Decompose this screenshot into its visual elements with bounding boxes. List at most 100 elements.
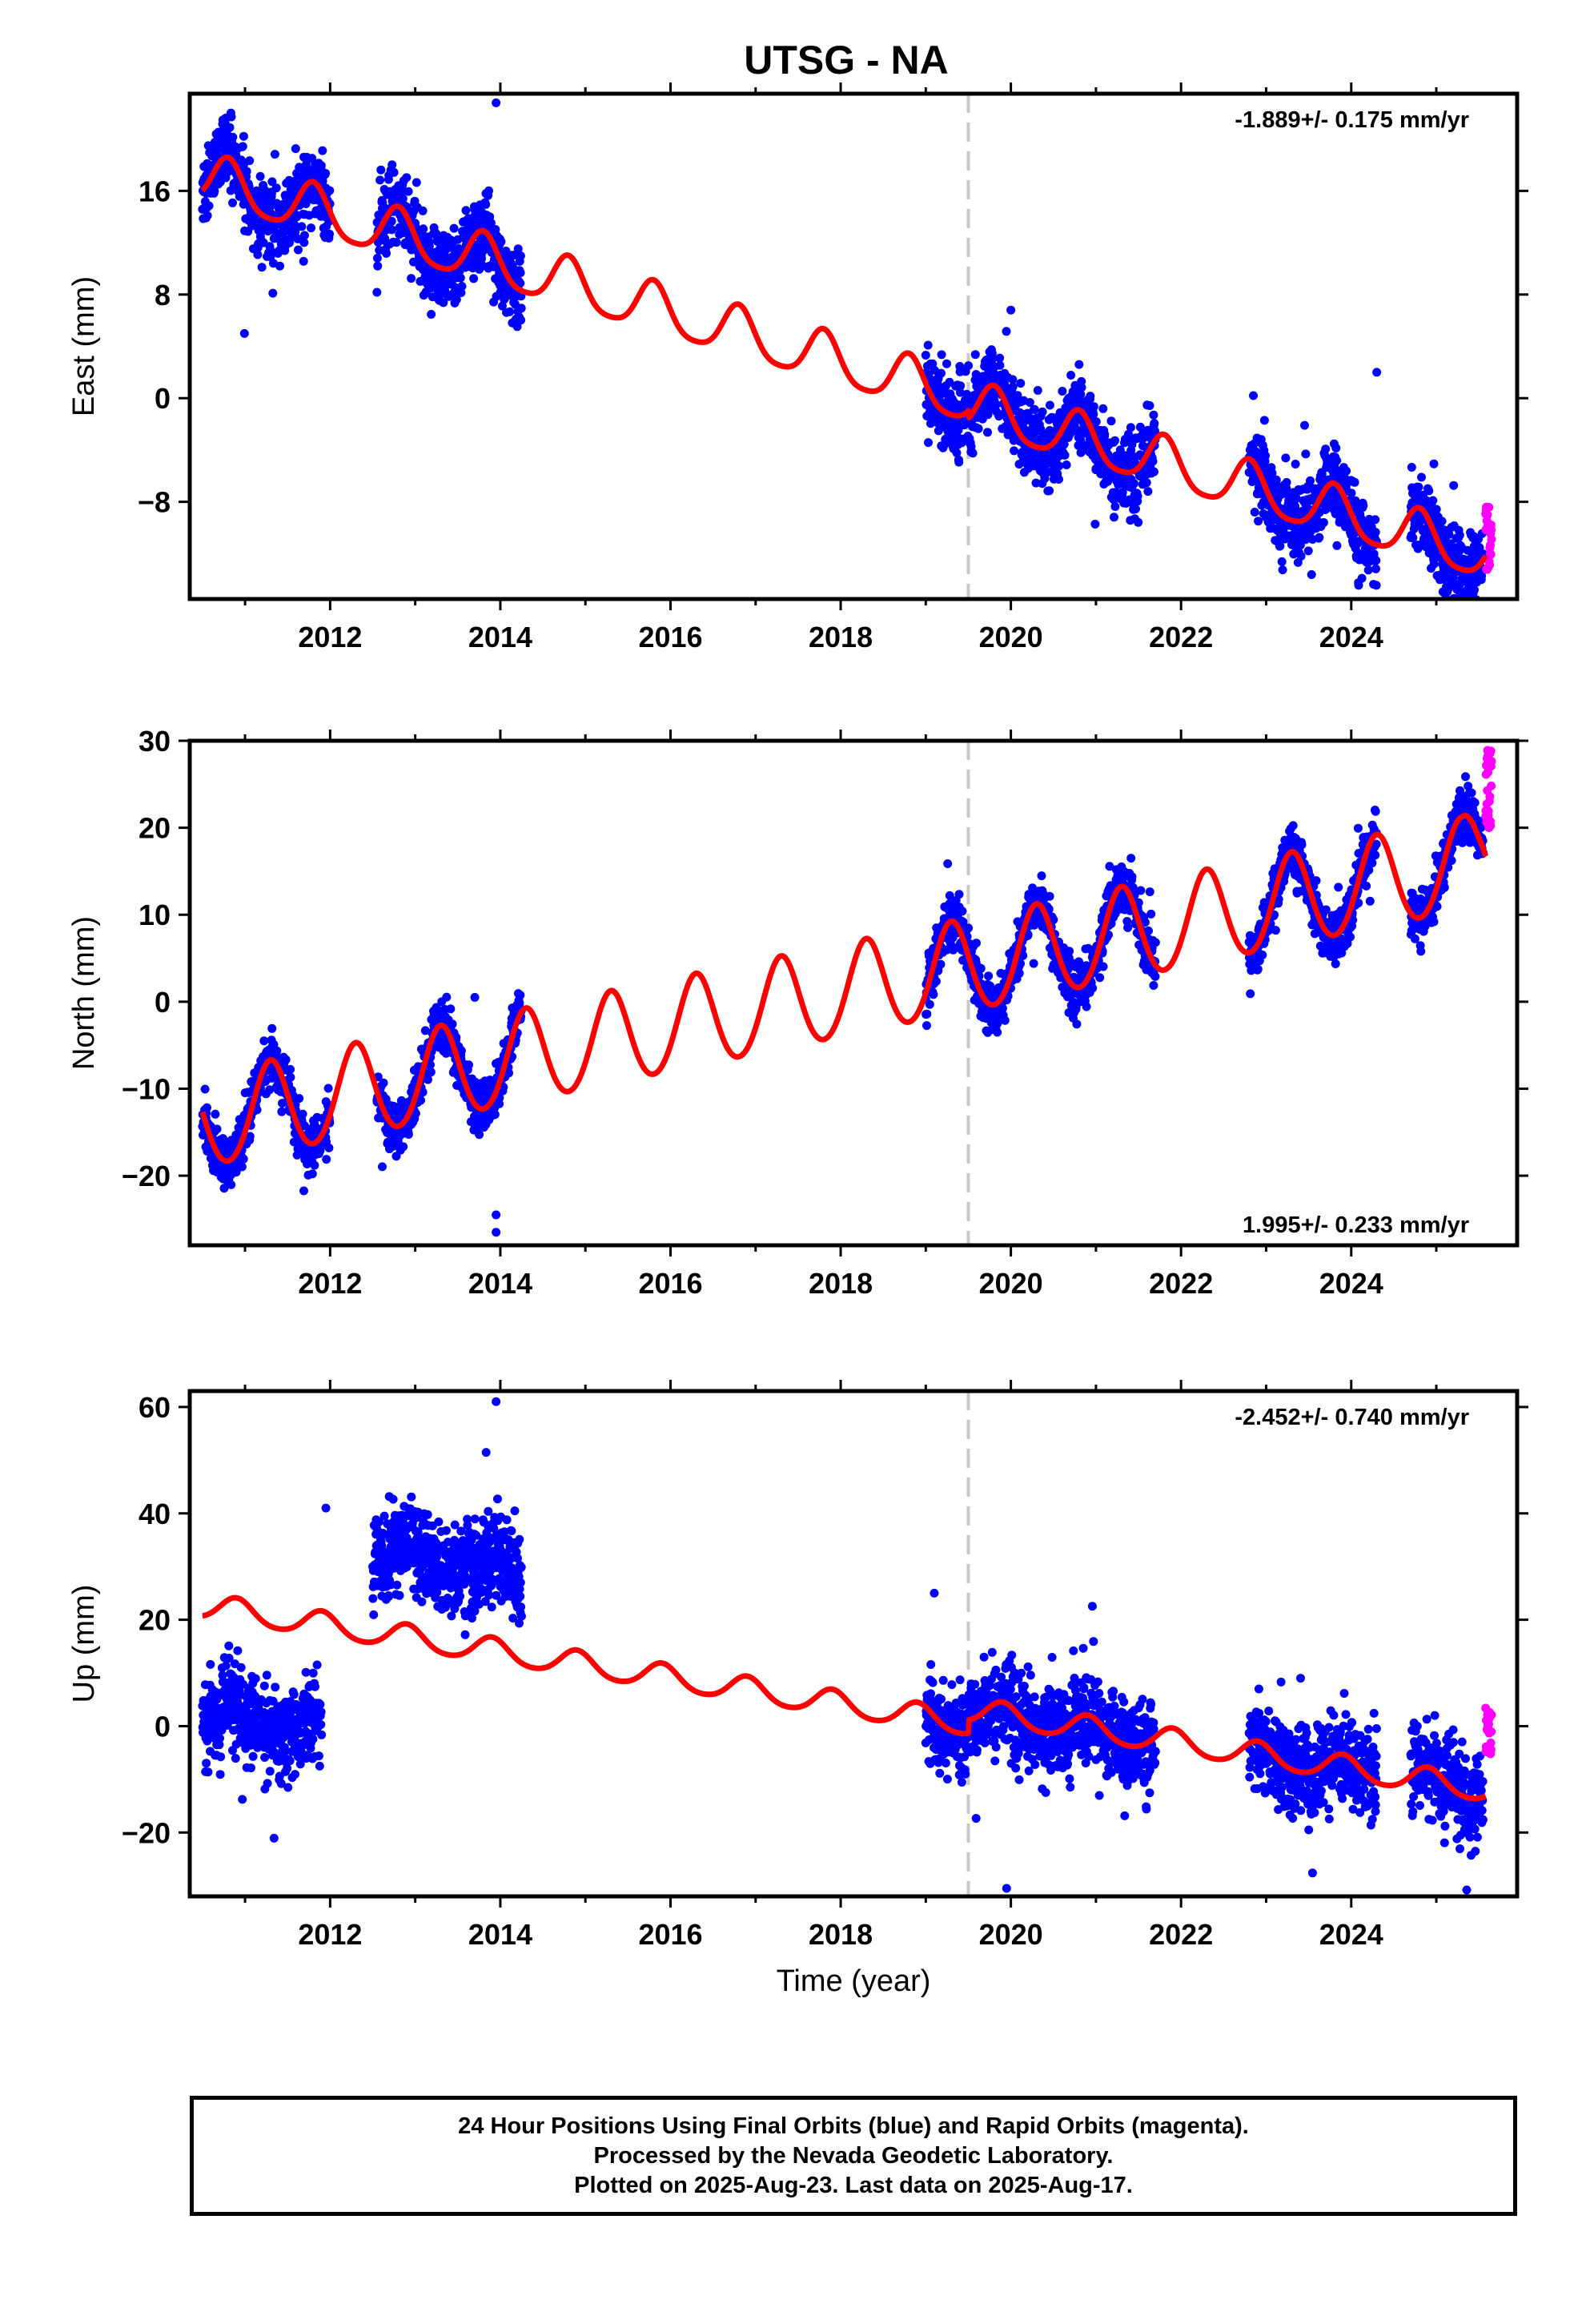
data-point bbox=[1110, 513, 1118, 522]
data-point bbox=[1010, 446, 1019, 456]
data-point bbox=[1282, 477, 1291, 487]
data-point bbox=[298, 1109, 307, 1119]
data-point bbox=[1417, 472, 1426, 482]
data-point bbox=[324, 1143, 334, 1152]
data-point bbox=[943, 859, 953, 868]
data-point bbox=[375, 175, 385, 185]
data-point bbox=[1134, 517, 1143, 527]
data-point bbox=[1296, 552, 1306, 561]
data-point bbox=[238, 142, 247, 151]
data-point bbox=[1424, 486, 1434, 496]
data-point bbox=[1303, 546, 1313, 556]
data-point bbox=[1332, 456, 1342, 465]
data-point bbox=[937, 368, 946, 378]
data-point bbox=[307, 223, 315, 233]
data-point bbox=[1246, 989, 1255, 999]
data-point bbox=[1261, 451, 1271, 460]
data-layer bbox=[198, 746, 1496, 1237]
data-point bbox=[1126, 423, 1135, 432]
data-point bbox=[991, 400, 1001, 409]
data-point bbox=[1059, 440, 1069, 449]
data-point bbox=[923, 340, 933, 350]
data-point bbox=[310, 1160, 319, 1170]
data-point bbox=[1054, 461, 1064, 471]
data-point bbox=[427, 310, 436, 319]
data-point bbox=[925, 999, 934, 1009]
data-point bbox=[426, 1068, 436, 1077]
data-point bbox=[1407, 463, 1416, 472]
data-point bbox=[387, 225, 396, 235]
data-point bbox=[228, 132, 238, 142]
y-tick-label: −8 bbox=[138, 486, 171, 519]
data-point bbox=[1058, 387, 1067, 396]
data-point bbox=[1371, 564, 1380, 573]
data-point bbox=[1429, 459, 1439, 468]
data-point bbox=[1449, 480, 1459, 490]
data-point bbox=[1354, 581, 1363, 590]
data-point bbox=[954, 890, 964, 899]
data-point bbox=[1457, 614, 1466, 623]
data-point bbox=[516, 304, 526, 313]
data-point bbox=[376, 165, 386, 175]
data-point bbox=[464, 1060, 473, 1070]
data-point bbox=[929, 990, 938, 999]
data-point bbox=[316, 161, 326, 171]
data-point bbox=[1110, 502, 1120, 511]
data-point bbox=[958, 907, 967, 916]
data-point bbox=[1470, 585, 1480, 594]
data-point bbox=[1278, 565, 1287, 575]
data-point bbox=[281, 1055, 291, 1064]
data-point bbox=[970, 350, 980, 360]
data-point bbox=[257, 263, 267, 272]
data-point bbox=[227, 1180, 236, 1189]
data-point bbox=[299, 256, 308, 266]
data-point bbox=[956, 381, 966, 391]
data-point bbox=[516, 316, 526, 325]
data-point bbox=[516, 251, 525, 260]
data-point bbox=[1414, 482, 1423, 492]
data-point bbox=[227, 112, 236, 122]
data-point bbox=[1098, 962, 1108, 971]
data-point bbox=[1062, 460, 1071, 469]
data-point bbox=[1371, 528, 1380, 537]
data-point bbox=[1077, 383, 1086, 392]
data-point bbox=[382, 248, 391, 258]
data-point bbox=[1118, 488, 1127, 497]
data-point bbox=[1460, 602, 1469, 611]
data-point bbox=[404, 1130, 413, 1139]
data-point bbox=[1437, 517, 1447, 526]
data-point bbox=[294, 245, 303, 255]
data-point bbox=[1136, 886, 1146, 895]
data-point bbox=[323, 1084, 333, 1093]
plot-frame bbox=[187, 91, 1520, 601]
data-point bbox=[325, 186, 335, 195]
data-point bbox=[446, 1004, 456, 1014]
outlier-point bbox=[492, 98, 501, 107]
data-point bbox=[1000, 1015, 1010, 1025]
data-point bbox=[1091, 417, 1101, 426]
data-point bbox=[225, 123, 235, 132]
data-point bbox=[942, 359, 951, 368]
data-point bbox=[1478, 607, 1487, 616]
data-point bbox=[1002, 327, 1011, 336]
data-point bbox=[976, 963, 986, 973]
data-point bbox=[295, 1094, 304, 1104]
data-point bbox=[372, 287, 382, 297]
data-point bbox=[272, 1046, 282, 1055]
data-point bbox=[391, 238, 401, 247]
data-point bbox=[936, 959, 946, 969]
data-point bbox=[1095, 973, 1105, 983]
data-point bbox=[1431, 505, 1441, 514]
data-point bbox=[461, 206, 471, 215]
data-point bbox=[1089, 402, 1098, 412]
outlier-point bbox=[1372, 368, 1382, 377]
data-point bbox=[1347, 489, 1356, 498]
data-point bbox=[1025, 398, 1034, 407]
data-point bbox=[1357, 573, 1367, 583]
data-point bbox=[1090, 520, 1100, 529]
data-point bbox=[1008, 382, 1018, 392]
data-point bbox=[1133, 492, 1142, 501]
data-point bbox=[1146, 909, 1156, 919]
data-point bbox=[1013, 391, 1022, 400]
rapid-point bbox=[1486, 549, 1496, 559]
